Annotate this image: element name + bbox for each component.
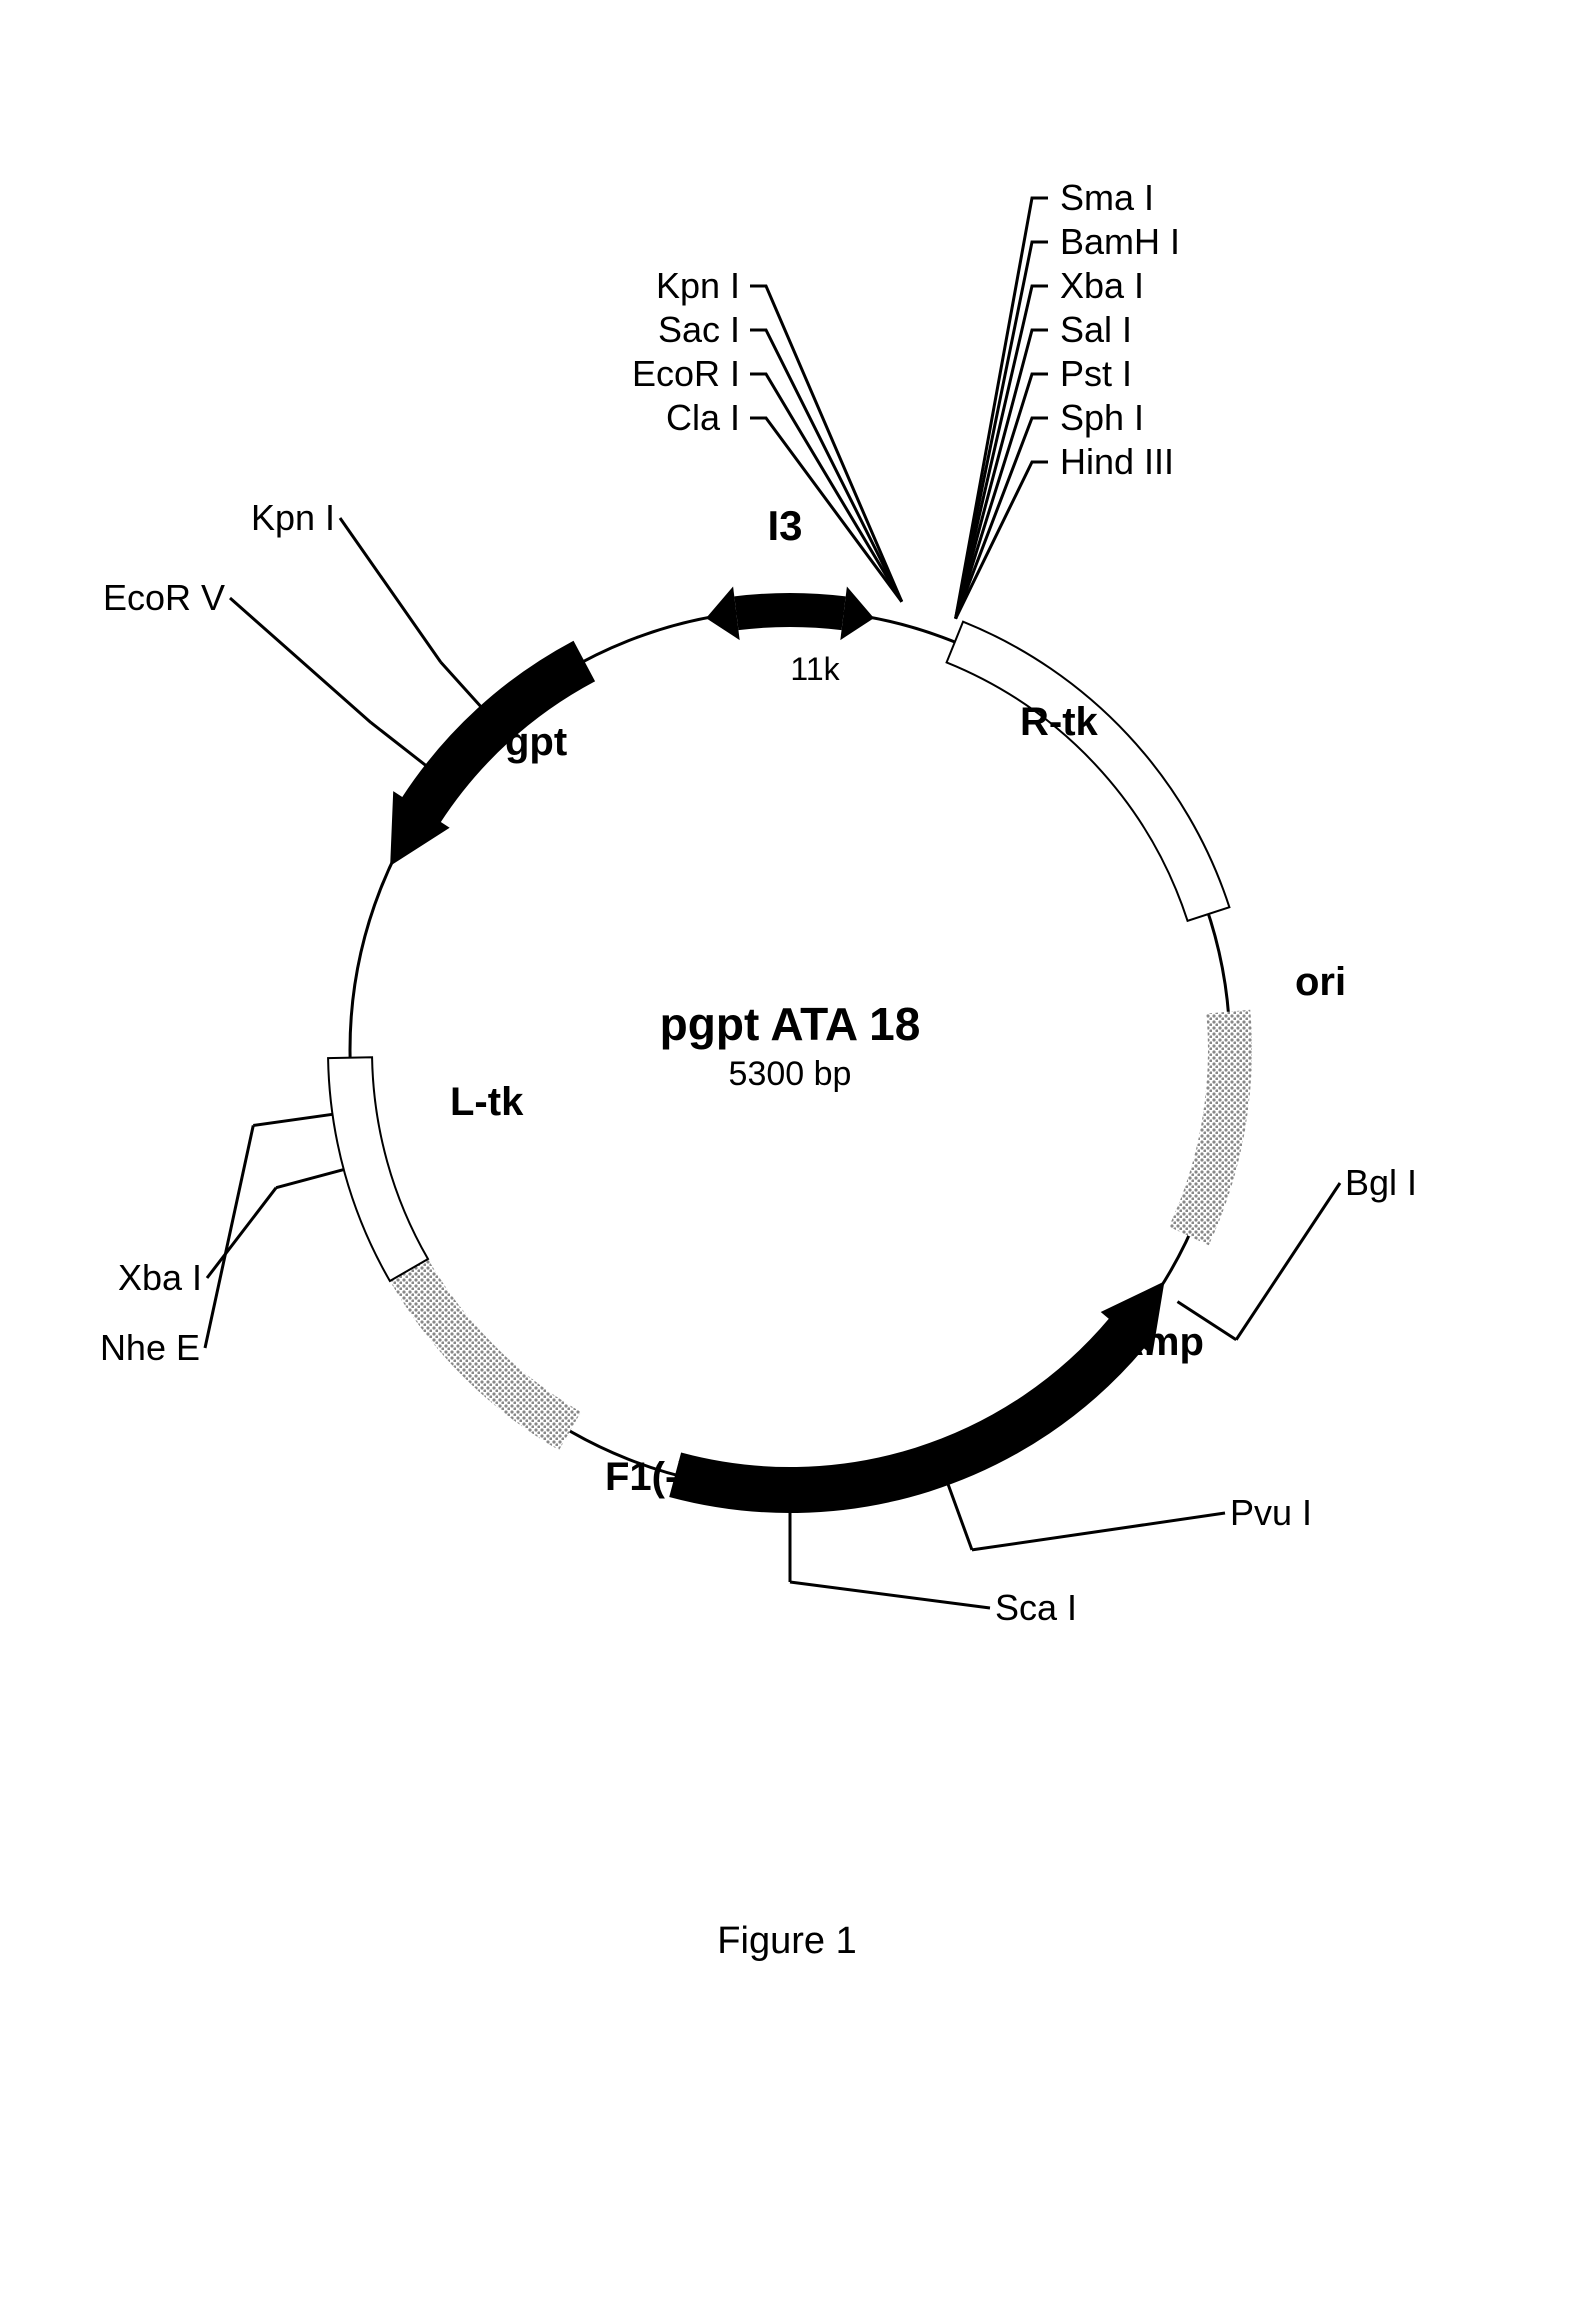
restriction-label: Sca I [995, 1587, 1077, 1628]
mcs-label: Kpn I [656, 265, 740, 306]
figure-caption: Figure 1 [0, 1920, 1574, 1963]
plasmid-name: pgpt ATA 18 [660, 998, 921, 1050]
restriction-tick [948, 1484, 972, 1550]
feature-label: gpt [505, 720, 567, 764]
promoter-arrowhead [706, 586, 740, 640]
mcs-label: Cla I [666, 397, 740, 438]
restriction-tick [253, 1114, 332, 1125]
mcs-label: Sac I [658, 309, 740, 350]
feature-ori [1169, 1010, 1252, 1246]
mcs-label: Xba I [1060, 265, 1144, 306]
restriction-label: Xba I [118, 1257, 202, 1298]
mcs-leader [750, 374, 902, 602]
restriction-leader [1236, 1183, 1340, 1340]
mcs-label: EcoR I [632, 353, 740, 394]
feature-label: F1(-) [605, 1455, 692, 1499]
mcs-label: BamH I [1060, 221, 1180, 262]
restriction-leader [340, 518, 441, 662]
restriction-leader [230, 598, 371, 722]
restriction-tick [441, 662, 481, 707]
feature-label: Amp [1115, 1320, 1204, 1364]
restriction-label: Pvu I [1230, 1492, 1312, 1533]
plasmid-size: 5300 bp [729, 1055, 852, 1093]
mcs-label: Sal I [1060, 309, 1132, 350]
promoter-sublabel: 11k [790, 651, 840, 687]
restriction-label: EcoR V [103, 577, 225, 618]
feature-label: ori [1295, 960, 1346, 1004]
restriction-label: Bgl I [1345, 1162, 1417, 1203]
restriction-leader [790, 1582, 990, 1608]
promoter-label: I3 [767, 502, 802, 549]
feature-label: R-tk [1020, 700, 1099, 744]
restriction-label: Kpn I [251, 497, 335, 538]
feature-R-tk [947, 622, 1230, 921]
mcs-label: Sma I [1060, 177, 1154, 218]
mcs-label: Pst I [1060, 353, 1132, 394]
restriction-leader [205, 1125, 253, 1348]
promoter-arrowhead [840, 586, 874, 640]
promoter-i3 [734, 593, 845, 630]
restriction-leader [207, 1188, 276, 1278]
mcs-label: Hind III [1060, 441, 1174, 482]
mcs-label: Sph I [1060, 397, 1144, 438]
feature-Amp [670, 1319, 1143, 1512]
restriction-leader [972, 1513, 1225, 1550]
restriction-tick [371, 722, 426, 765]
feature-label: L-tk [450, 1080, 524, 1124]
restriction-tick [276, 1170, 344, 1188]
restriction-label: Nhe E [100, 1327, 200, 1368]
plasmid-map: R-tk ori Amp F1(-) L-tk gpt I3 11k pgpt ATA 18 53… [0, 0, 1574, 2322]
